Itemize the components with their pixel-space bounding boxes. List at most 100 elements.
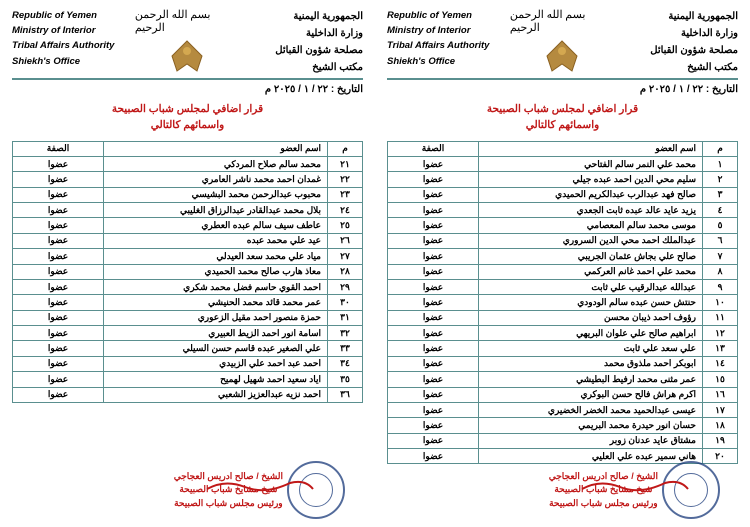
hdr-ar-1: الجمهورية اليمنية	[244, 8, 363, 25]
cell-name: صالح فهد عبدالرب عبدالكريم الحميدي	[479, 187, 703, 202]
table-row: ٣٤احمد عبد احمد علي الزبيديعضوا	[13, 356, 363, 371]
bismillah: بسم الله الرحمن الرحيم	[510, 8, 615, 34]
cell-name: محمد سالم صلاح المردكي	[104, 156, 328, 171]
hdr-ar-3: مصلحة شؤون القبائل	[244, 42, 363, 59]
cell-num: ٢١	[328, 156, 363, 171]
doc-title: قرار اضافي لمجلس شباب الصبيحة واسمائهم ك…	[387, 102, 738, 134]
cell-num: ٣٠	[328, 295, 363, 310]
cell-role: عضوا	[13, 356, 104, 371]
hdr-en-2: Ministry of Interior	[12, 23, 131, 38]
cell-num: ٢٢	[328, 172, 363, 187]
table-row: ٢٥عاطف سيف سالم عبده العطريعضوا	[13, 218, 363, 233]
members-table-right: م اسم العضو الصفة ١محمد علي النمر سالم ا…	[387, 141, 738, 465]
cell-num: ٢٥	[328, 218, 363, 233]
header-english: Republic of Yemen Ministry of Interior T…	[12, 8, 131, 69]
header-center: بسم الله الرحمن الرحيم	[510, 8, 615, 76]
cell-num: ٤	[703, 203, 738, 218]
table-row: ١٧عيسى عبدالحميد محمد الخضر الخضيريعضوا	[388, 402, 738, 417]
table-row: ٥موسى محمد سالم المعصاميعضوا	[388, 218, 738, 233]
table-row: ١٩مشتاق عايد عدنان زوبرعضوا	[388, 433, 738, 448]
cell-role: عضوا	[13, 156, 104, 171]
cell-role: عضوا	[388, 187, 479, 202]
cell-role: عضوا	[13, 387, 104, 402]
page-right: Republic of Yemen Ministry of Interior T…	[375, 0, 750, 527]
table-row: ١١رؤوف احمد ذيبان محسنعضوا	[388, 310, 738, 325]
cell-name: ابوبكر احمد ملذوق محمد	[479, 356, 703, 371]
cell-role: عضوا	[388, 295, 479, 310]
cell-role: عضوا	[388, 249, 479, 264]
cell-role: عضوا	[13, 264, 104, 279]
col-name: اسم العضو	[104, 141, 328, 156]
cell-name: احمد عبد احمد علي الزبيدي	[104, 356, 328, 371]
hdr-ar-4: مكتب الشيخ	[619, 59, 738, 76]
cell-role: عضوا	[388, 402, 479, 417]
col-role: الصفة	[13, 141, 104, 156]
table-row: ٨محمد علي احمد غانم العركميعضوا	[388, 264, 738, 279]
cell-name: عبدالملك احمد محي الدين السروري	[479, 233, 703, 248]
hdr-ar-1: الجمهورية اليمنية	[619, 8, 738, 25]
cell-role: عضوا	[388, 218, 479, 233]
cell-name: عمر مثنى محمد ارفيط البطيشي	[479, 372, 703, 387]
cell-name: عيسى عبدالحميد محمد الخضر الخضيري	[479, 402, 703, 417]
cell-num: ١٠	[703, 295, 738, 310]
cell-name: عاطف سيف سالم عبده العطري	[104, 218, 328, 233]
cell-role: عضوا	[13, 279, 104, 294]
header: Republic of Yemen Ministry of Interior T…	[387, 8, 738, 80]
hdr-en-4: Shiekh's Office	[387, 54, 506, 69]
cell-name: احمد نزيه عبدالعزيز الشعبي	[104, 387, 328, 402]
cell-num: ٢٤	[328, 203, 363, 218]
cell-name: سليم محي الدين احمد عبده جيلي	[479, 172, 703, 187]
cell-num: ١٤	[703, 356, 738, 371]
bismillah: بسم الله الرحمن الرحيم	[135, 8, 240, 34]
cell-num: ٢٦	[328, 233, 363, 248]
table-row: ٢سليم محي الدين احمد عبده جيليعضوا	[388, 172, 738, 187]
cell-num: ٩	[703, 279, 738, 294]
cell-role: عضوا	[388, 387, 479, 402]
cell-num: ٦	[703, 233, 738, 248]
cell-role: عضوا	[388, 356, 479, 371]
cell-role: عضوا	[388, 433, 479, 448]
cell-name: حسان انور حيدرة محمد البريمي	[479, 418, 703, 433]
cell-name: اسامة انور احمد الزيط العبيري	[104, 326, 328, 341]
cell-role: عضوا	[388, 372, 479, 387]
cell-role: عضوا	[13, 218, 104, 233]
cell-num: ٣١	[328, 310, 363, 325]
cell-name: محمد علي احمد غانم العركمي	[479, 264, 703, 279]
title-1: قرار اضافي لمجلس شباب الصبيحة	[12, 102, 363, 118]
cell-name: اكرم هراش فالح حسن البوكري	[479, 387, 703, 402]
cell-num: ٧	[703, 249, 738, 264]
cell-role: عضوا	[388, 341, 479, 356]
header: Republic of Yemen Ministry of Interior T…	[12, 8, 363, 80]
cell-role: عضوا	[388, 279, 479, 294]
table-row: ٣٥اياد سعيد احمد شهيل لهميحعضوا	[13, 372, 363, 387]
signature-scribble-icon	[205, 477, 315, 495]
cell-num: ١٥	[703, 372, 738, 387]
cell-num: ٢٧	[328, 249, 363, 264]
title-2: واسمائهم كالتالي	[387, 118, 738, 134]
cell-role: عضوا	[388, 326, 479, 341]
cell-role: عضوا	[388, 418, 479, 433]
hdr-en-2: Ministry of Interior	[387, 23, 506, 38]
table-row: ٢٦عيد علي محمد عبدهعضوا	[13, 233, 363, 248]
cell-name: معاذ هارب صالح محمد الحميدي	[104, 264, 328, 279]
cell-role: عضوا	[13, 187, 104, 202]
cell-role: عضوا	[388, 233, 479, 248]
sig-3: ورئيس مجلس شباب الصبيحة	[549, 497, 658, 511]
cell-num: ١	[703, 156, 738, 171]
cell-num: ٢٨	[328, 264, 363, 279]
col-num: م	[703, 141, 738, 156]
doc-title: قرار اضافي لمجلس شباب الصبيحة واسمائهم ك…	[12, 102, 363, 134]
cell-name: رؤوف احمد ذيبان محسن	[479, 310, 703, 325]
cell-name: مشتاق عايد عدنان زوبر	[479, 433, 703, 448]
cell-name: غمدان احمد محمد ناشر العامري	[104, 172, 328, 187]
header-center: بسم الله الرحمن الرحيم	[135, 8, 240, 76]
table-row: ١٢ابراهيم صالح علي علوان البريهيعضوا	[388, 326, 738, 341]
table-row: ٤يزيد عايد عالد عبده ثابت الجعديعضوا	[388, 203, 738, 218]
cell-role: عضوا	[13, 372, 104, 387]
cell-role: عضوا	[13, 203, 104, 218]
cell-role: عضوا	[388, 203, 479, 218]
hdr-en-3: Tribal Affairs Authority	[387, 38, 506, 53]
cell-num: ٣٣	[328, 341, 363, 356]
cell-num: ٣٢	[328, 326, 363, 341]
cell-name: عمر محمد قائد محمد الحنيشي	[104, 295, 328, 310]
